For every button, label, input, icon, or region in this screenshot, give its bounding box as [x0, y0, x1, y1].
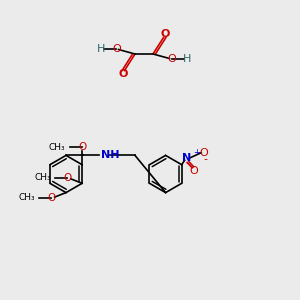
- Text: O: O: [112, 44, 121, 54]
- Text: +: +: [193, 148, 200, 157]
- Text: O: O: [47, 193, 55, 203]
- Text: CH₃: CH₃: [49, 143, 66, 152]
- Text: O: O: [167, 54, 176, 64]
- Text: O: O: [200, 148, 208, 158]
- Text: CH₃: CH₃: [19, 194, 35, 202]
- Text: O: O: [160, 28, 169, 39]
- Text: N: N: [182, 153, 192, 163]
- Text: O: O: [189, 166, 198, 176]
- Text: -: -: [204, 154, 208, 164]
- Text: O: O: [118, 69, 128, 80]
- Text: NH: NH: [101, 150, 120, 161]
- Text: O: O: [78, 142, 86, 152]
- Text: H: H: [182, 54, 191, 64]
- Text: H: H: [97, 44, 106, 54]
- Text: CH₃: CH₃: [34, 173, 51, 182]
- Text: O: O: [63, 173, 71, 183]
